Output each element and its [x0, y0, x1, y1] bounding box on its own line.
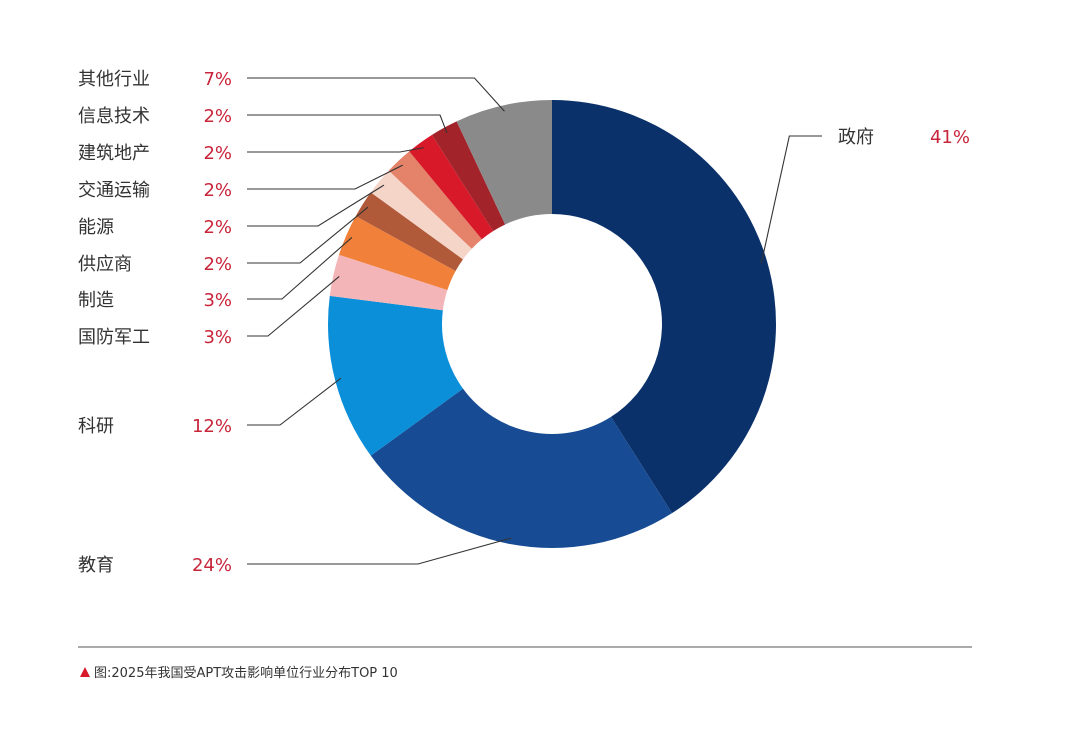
- donut-slice: [355, 192, 464, 272]
- leader-lines: [247, 77, 822, 565]
- category-label: 其他行业: [78, 69, 150, 90]
- leader-line: [247, 377, 342, 426]
- leader-line: [247, 184, 385, 227]
- donut-slices: [328, 100, 777, 548]
- percent-label: 2%: [203, 143, 232, 164]
- caption-triangle-icon: [80, 667, 90, 677]
- category-label: 信息技术: [78, 106, 150, 127]
- percent-label: 2%: [203, 254, 232, 275]
- leader-line: [247, 114, 448, 134]
- category-label: 教育: [78, 555, 114, 576]
- leader-line: [247, 147, 424, 153]
- donut-slice: [329, 254, 448, 311]
- category-label: 政府: [838, 127, 874, 148]
- leader-line: [247, 237, 353, 300]
- leader-line: [247, 537, 512, 565]
- slice-labels: 政府 41% 教育 24% 科研 12% 国防军工 3% 制造 3% 供应商 2% 能源 2% 交通运输 2%…: [78, 69, 970, 576]
- donut-slice: [388, 151, 482, 249]
- category-label: 交通运输: [78, 180, 150, 201]
- donut-slice: [409, 134, 494, 240]
- leader-line: [247, 276, 340, 337]
- category-label: 建筑地产: [78, 143, 150, 164]
- percent-label: 24%: [192, 555, 232, 576]
- donut-slice: [456, 100, 552, 225]
- percent-label: 2%: [203, 106, 232, 127]
- percent-label: 3%: [203, 327, 232, 348]
- percent-label: 12%: [192, 416, 232, 437]
- donut-slice: [370, 170, 472, 260]
- leader-line: [247, 164, 404, 190]
- category-label: 国防军工: [78, 327, 150, 348]
- percent-label: 7%: [203, 69, 232, 90]
- leader-line: [247, 206, 369, 264]
- percent-label: 2%: [203, 180, 232, 201]
- category-label: 制造: [78, 290, 114, 311]
- donut-slice: [370, 388, 673, 548]
- percent-label: 41%: [930, 127, 970, 148]
- chart-caption: 图:2025年我国受APT攻击影响单位行业分布TOP 10: [94, 665, 398, 681]
- donut-slice: [338, 216, 456, 291]
- category-label: 科研: [78, 416, 114, 437]
- leader-line: [247, 77, 505, 112]
- percent-label: 3%: [203, 290, 232, 311]
- category-label: 能源: [78, 217, 114, 238]
- leader-line: [760, 135, 822, 264]
- category-label: 供应商: [78, 254, 132, 275]
- donut-slice: [431, 121, 506, 232]
- donut-slice: [552, 100, 777, 514]
- donut-slice: [328, 295, 464, 456]
- percent-label: 2%: [203, 217, 232, 238]
